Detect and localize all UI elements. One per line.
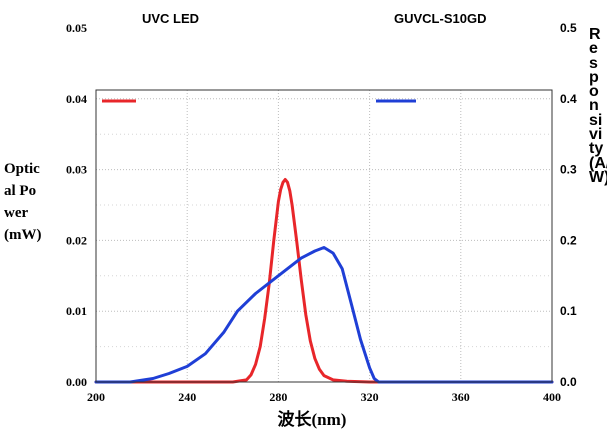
x-tick-label: 200 [87, 390, 105, 404]
y-right-tick-label: 0.5 [560, 21, 577, 35]
chart-title-right: GUVCL-S10GD [394, 11, 486, 26]
y-right-tick-label: 0.0 [560, 375, 577, 389]
x-tick-label: 360 [452, 390, 470, 404]
x-tick-label: 400 [543, 390, 561, 404]
chart-title-left: UVC LED [142, 11, 199, 26]
y-right-tick-label: 0.2 [560, 233, 577, 247]
series-responsivity-line [94, 246, 554, 384]
y-left-tick-label: 0.05 [66, 21, 87, 35]
x-tick-label: 320 [361, 390, 379, 404]
y-left-tick-label: 0.01 [66, 304, 87, 318]
y-axis-right-label: Responsivity(A/W) [589, 26, 607, 186]
x-axis-label: 波长(nm) [278, 409, 347, 429]
y-left-tick-label: 0.00 [66, 375, 87, 389]
y-right-tick-label: 0.4 [560, 92, 577, 106]
x-tick-label: 240 [178, 390, 196, 404]
series-led-line [94, 178, 554, 384]
y-right-tick-label: 0.1 [560, 304, 577, 318]
y-left-tick-label: 0.03 [66, 163, 87, 177]
plot-frame [95, 89, 553, 383]
y-right-tick-label: 0.3 [560, 163, 577, 177]
x-tick-label: 280 [269, 390, 287, 404]
y-left-tick-label: 0.02 [66, 233, 87, 247]
y-axis-left-label: Optical Power(mW) [4, 161, 42, 243]
y-left-tick-label: 0.04 [66, 92, 87, 106]
